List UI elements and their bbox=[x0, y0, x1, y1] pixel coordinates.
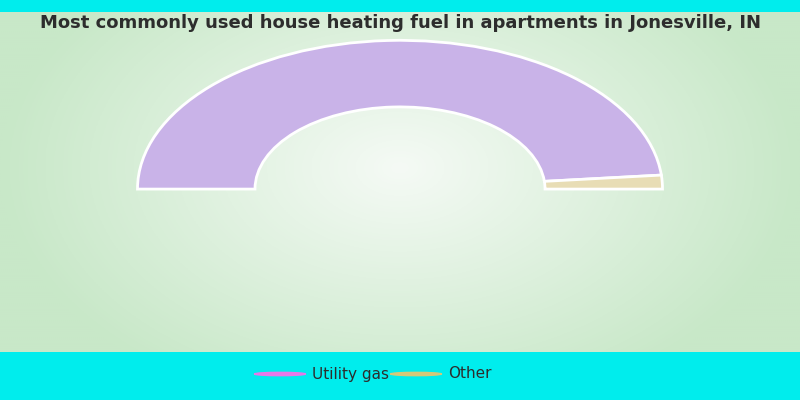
Wedge shape bbox=[544, 175, 662, 189]
Circle shape bbox=[390, 372, 442, 376]
Text: Other: Other bbox=[448, 366, 491, 382]
Circle shape bbox=[254, 372, 306, 376]
Text: Most commonly used house heating fuel in apartments in Jonesville, IN: Most commonly used house heating fuel in… bbox=[39, 14, 761, 32]
Text: Utility gas: Utility gas bbox=[312, 366, 389, 382]
Wedge shape bbox=[138, 40, 662, 189]
